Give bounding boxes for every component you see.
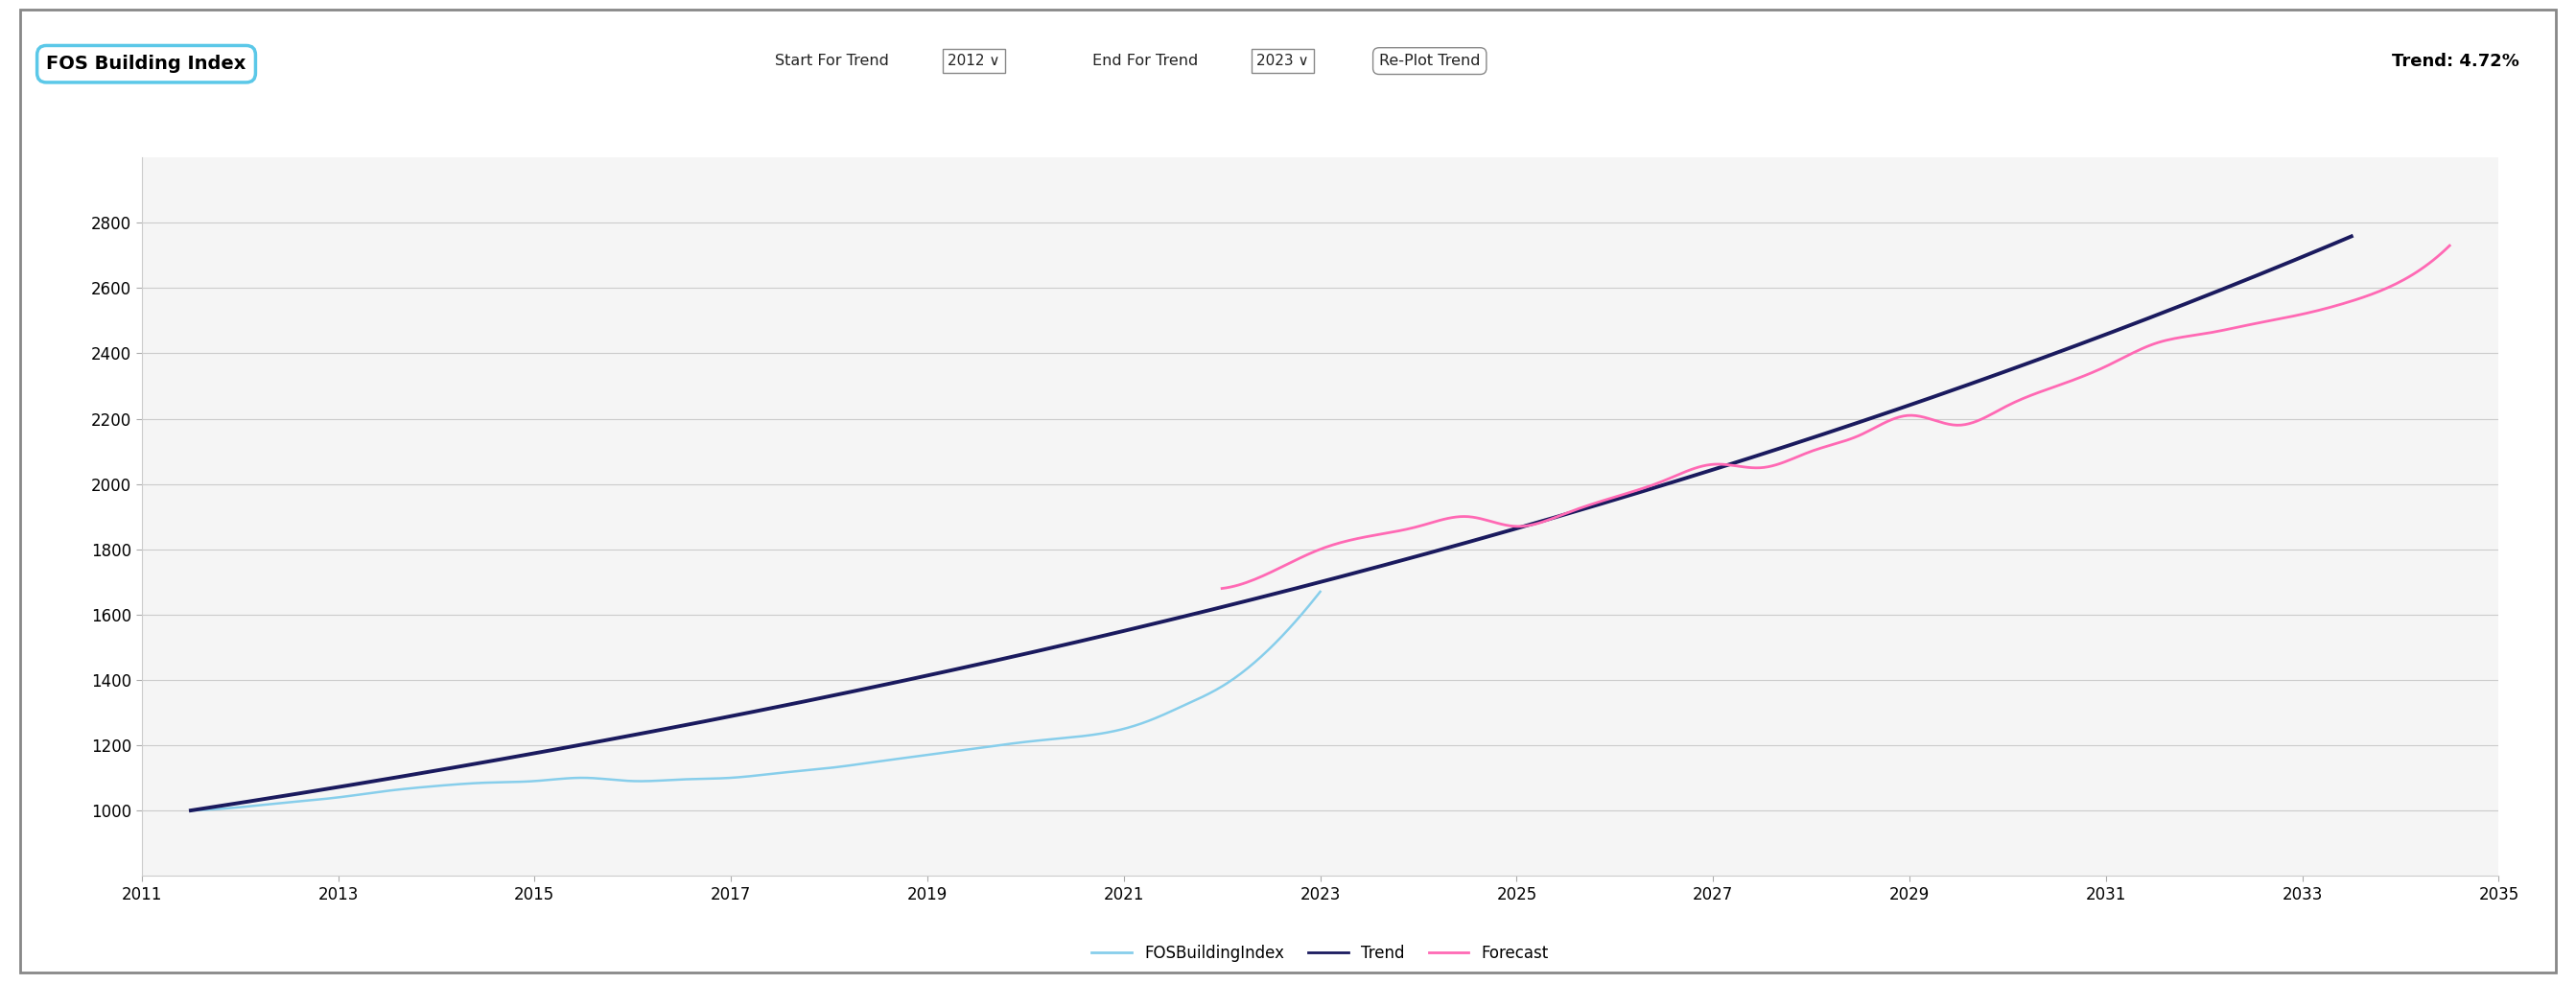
FOSBuildingIndex	[1100, 724, 1131, 736]
Forecast	[1937, 419, 1968, 431]
FOSBuildingIndex	[1278, 618, 1309, 630]
Line: Forecast: Forecast	[1221, 246, 2450, 588]
Forecast	[1958, 416, 1989, 428]
Trend	[1497, 523, 1528, 535]
FOSBuildingIndex	[848, 758, 878, 769]
Text: Trend: 4.72%: Trend: 4.72%	[2393, 52, 2519, 70]
Forecast	[2318, 300, 2349, 312]
Forecast	[2434, 240, 2465, 252]
Legend: FOSBuildingIndex, Trend, Forecast: FOSBuildingIndex, Trend, Forecast	[1084, 939, 1556, 968]
Forecast	[1206, 583, 1236, 594]
FOSBuildingIndex	[711, 772, 742, 784]
Text: FOS Building Index: FOS Building Index	[46, 55, 247, 73]
Trend	[175, 805, 206, 817]
Trend	[2133, 312, 2164, 324]
Forecast	[1932, 418, 1963, 430]
Line: FOSBuildingIndex: FOSBuildingIndex	[191, 591, 1321, 811]
Trend	[183, 804, 214, 816]
Text: End For Trend: End For Trend	[1092, 54, 1198, 68]
Text: Re-Plot Trend: Re-Plot Trend	[1378, 54, 1481, 68]
Text: 2012 ∨: 2012 ∨	[948, 54, 999, 68]
FOSBuildingIndex	[786, 765, 817, 776]
FOSBuildingIndex	[719, 771, 750, 783]
Line: Trend: Trend	[191, 236, 2352, 811]
Trend	[2336, 230, 2367, 242]
Forecast	[2241, 318, 2272, 330]
Trend	[1996, 363, 2027, 375]
Text: 2023 ∨: 2023 ∨	[1257, 54, 1309, 68]
FOSBuildingIndex	[1306, 585, 1337, 597]
Text: Start For Trend: Start For Trend	[775, 54, 889, 68]
FOSBuildingIndex	[175, 805, 206, 817]
Trend	[1461, 533, 1492, 545]
Forecast	[1211, 582, 1242, 593]
Trend	[1455, 535, 1486, 547]
